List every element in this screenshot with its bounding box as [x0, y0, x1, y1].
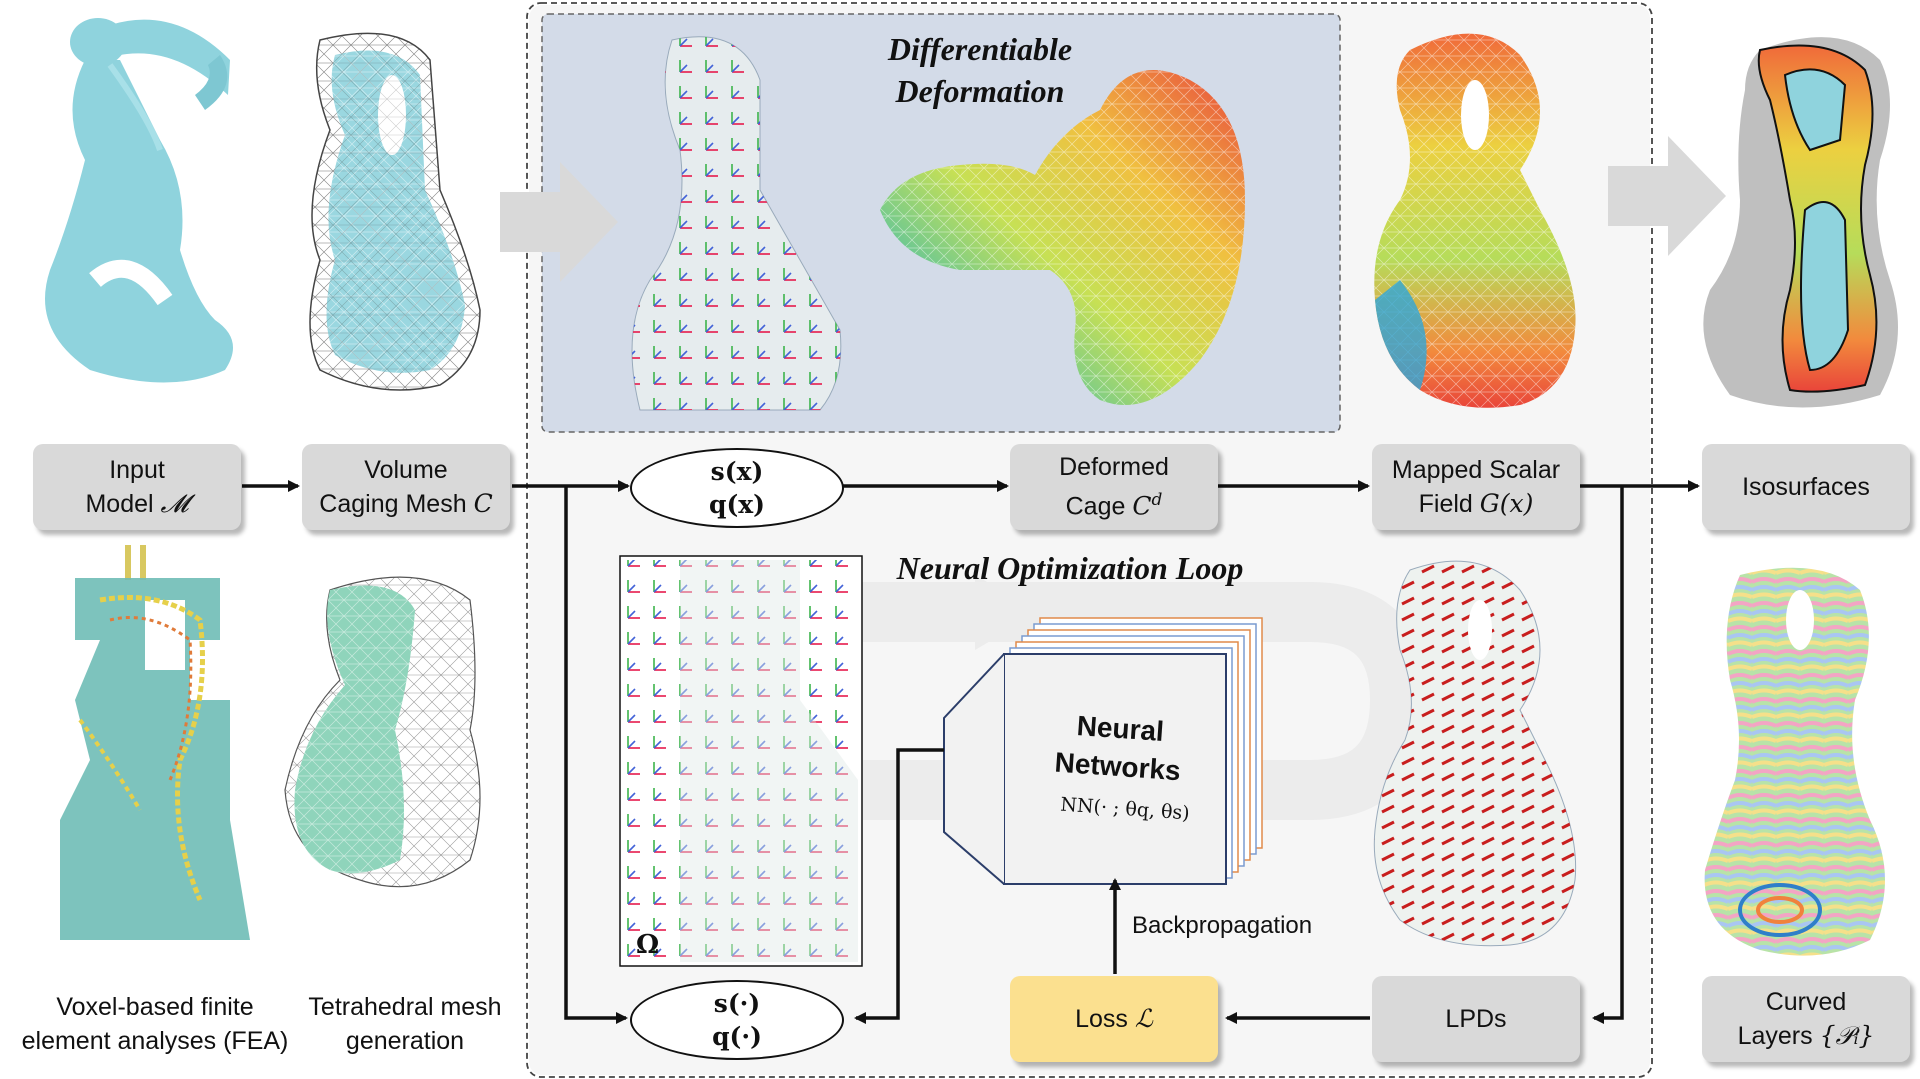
mapped-field-line2: Field	[1418, 489, 1473, 518]
curved-layers-line1: Curved	[1765, 987, 1847, 1016]
input-model-symbol: 𝓜	[160, 488, 189, 518]
lpds-box: LPDs	[1372, 976, 1580, 1062]
curved-layers-box: Curved Layers {𝒫ᵢ}	[1702, 976, 1910, 1062]
neural-networks-title: Neural Networks	[1012, 703, 1227, 793]
input-model-line1: Input	[109, 455, 165, 484]
input-model-line2: Model	[85, 489, 154, 518]
deformed-cage-line1: Deformed	[1059, 452, 1169, 481]
mapped-field-box: Mapped Scalar Field G(x)	[1372, 444, 1580, 530]
volume-cage-line2: Caging Mesh	[319, 489, 467, 518]
curved-layers-symbol: {𝒫ᵢ}	[1819, 1020, 1875, 1050]
lpd-figure	[1373, 560, 1577, 947]
block-arrow-1	[500, 162, 618, 282]
deformation-title: Differentiable Deformation	[887, 31, 1073, 109]
curved-layers-figure	[1704, 567, 1885, 956]
lpds-label: LPDs	[1445, 1004, 1507, 1033]
input-model-figure	[45, 18, 233, 383]
sq-x-ellipse: s(x) q(x)	[630, 448, 844, 528]
s-dot-label: s(·)	[713, 989, 761, 1018]
loss-symbol: ℒ	[1134, 1004, 1153, 1033]
block-arrow-2	[1608, 136, 1726, 256]
q-dot-label: q(·)	[712, 1022, 762, 1051]
tet-caption: Tetrahedral mesh generation	[308, 993, 502, 1055]
mapped-field-symbol: G(x)	[1479, 488, 1534, 518]
neural-network-stack	[943, 617, 1263, 885]
input-model-box: Input Model 𝓜	[33, 444, 241, 530]
q-x-label: q(x)	[708, 490, 766, 519]
volume-cage-symbol: C	[473, 488, 493, 518]
frame-field-figure	[631, 36, 842, 411]
scalar-field-figure	[1374, 33, 1576, 408]
mapped-field-line1: Mapped Scalar	[1391, 455, 1561, 484]
fea-caption: Voxel-based finite element analyses (FEA…	[21, 993, 289, 1055]
caging-mesh-figure	[309, 32, 481, 391]
neural-loop-title: Neural Optimization Loop	[896, 550, 1244, 586]
omega-label: Ω	[636, 930, 660, 960]
deformed-cage-line2: Cage	[1065, 492, 1126, 521]
isosurface-figure	[1703, 37, 1898, 408]
loss-box: Loss ℒ	[1010, 976, 1218, 1062]
curved-layers-line2: Layers	[1737, 1021, 1813, 1050]
volume-cage-box: Volume Caging Mesh C	[302, 444, 510, 530]
backprop-label: Backpropagation	[1132, 912, 1313, 939]
volume-cage-line1: Volume	[364, 455, 448, 484]
tet-mesh-figure	[284, 576, 481, 888]
s-x-label: s(x)	[710, 457, 764, 486]
loss-label: Loss	[1075, 1005, 1128, 1033]
deformed-cage-sup: d	[1151, 489, 1163, 510]
fea-voxel-figure	[60, 545, 250, 940]
isosurfaces-box: Isosurfaces	[1702, 444, 1910, 530]
deformed-cage-box: Deformed Cage Cd	[1010, 444, 1218, 530]
deformed-blob-figure	[880, 70, 1245, 405]
deformed-cage-symbol: C	[1132, 491, 1152, 521]
isosurfaces-label: Isosurfaces	[1742, 472, 1870, 501]
loop-frame	[526, 2, 1653, 1078]
sq-dot-ellipse: s(·) q(·)	[630, 980, 844, 1060]
